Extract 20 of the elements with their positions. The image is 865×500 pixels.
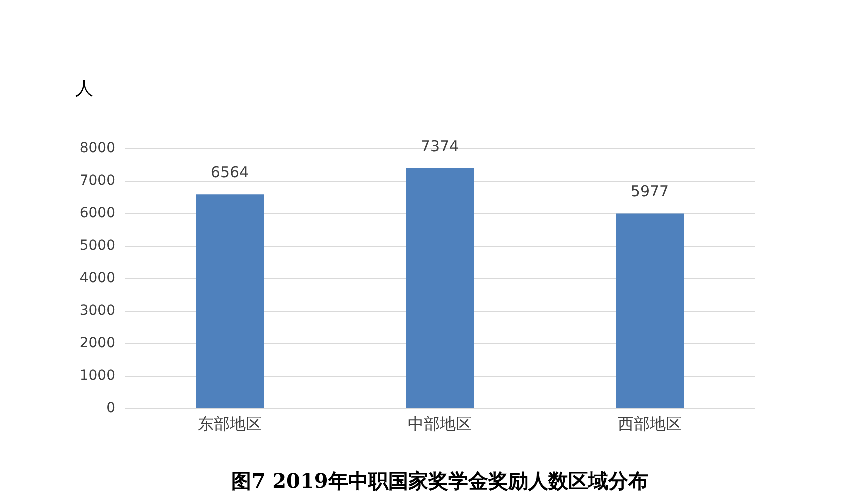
data-label: 6564 [210,164,250,182]
text: 图7 2019年中职国家奖学金奖励人数区域分布 [232,469,648,493]
y-tick-label: 0 [106,400,116,416]
y-tick-label: 3000 [80,303,116,319]
data-label: 7374 [420,137,460,156]
x-tick-label: 西部地区 [618,414,682,434]
y-tick-label: 6000 [80,206,116,222]
x-tick-label: 东部地区 [198,414,262,434]
y-tick-label: 8000 [80,140,116,156]
bar [616,214,684,408]
y-tick-label: 2000 [80,336,116,352]
y-tick-label: 1000 [80,368,116,384]
y-axis-title: 人 [76,78,94,100]
y-tick-label: 7000 [80,173,116,189]
x-tick-label: 中部地区 [408,414,472,434]
y-tick-label: 5000 [80,238,116,254]
y-tick-label: 4000 [80,270,116,286]
bar [406,168,474,408]
data-label: 5977 [630,182,670,201]
bar [196,194,264,408]
